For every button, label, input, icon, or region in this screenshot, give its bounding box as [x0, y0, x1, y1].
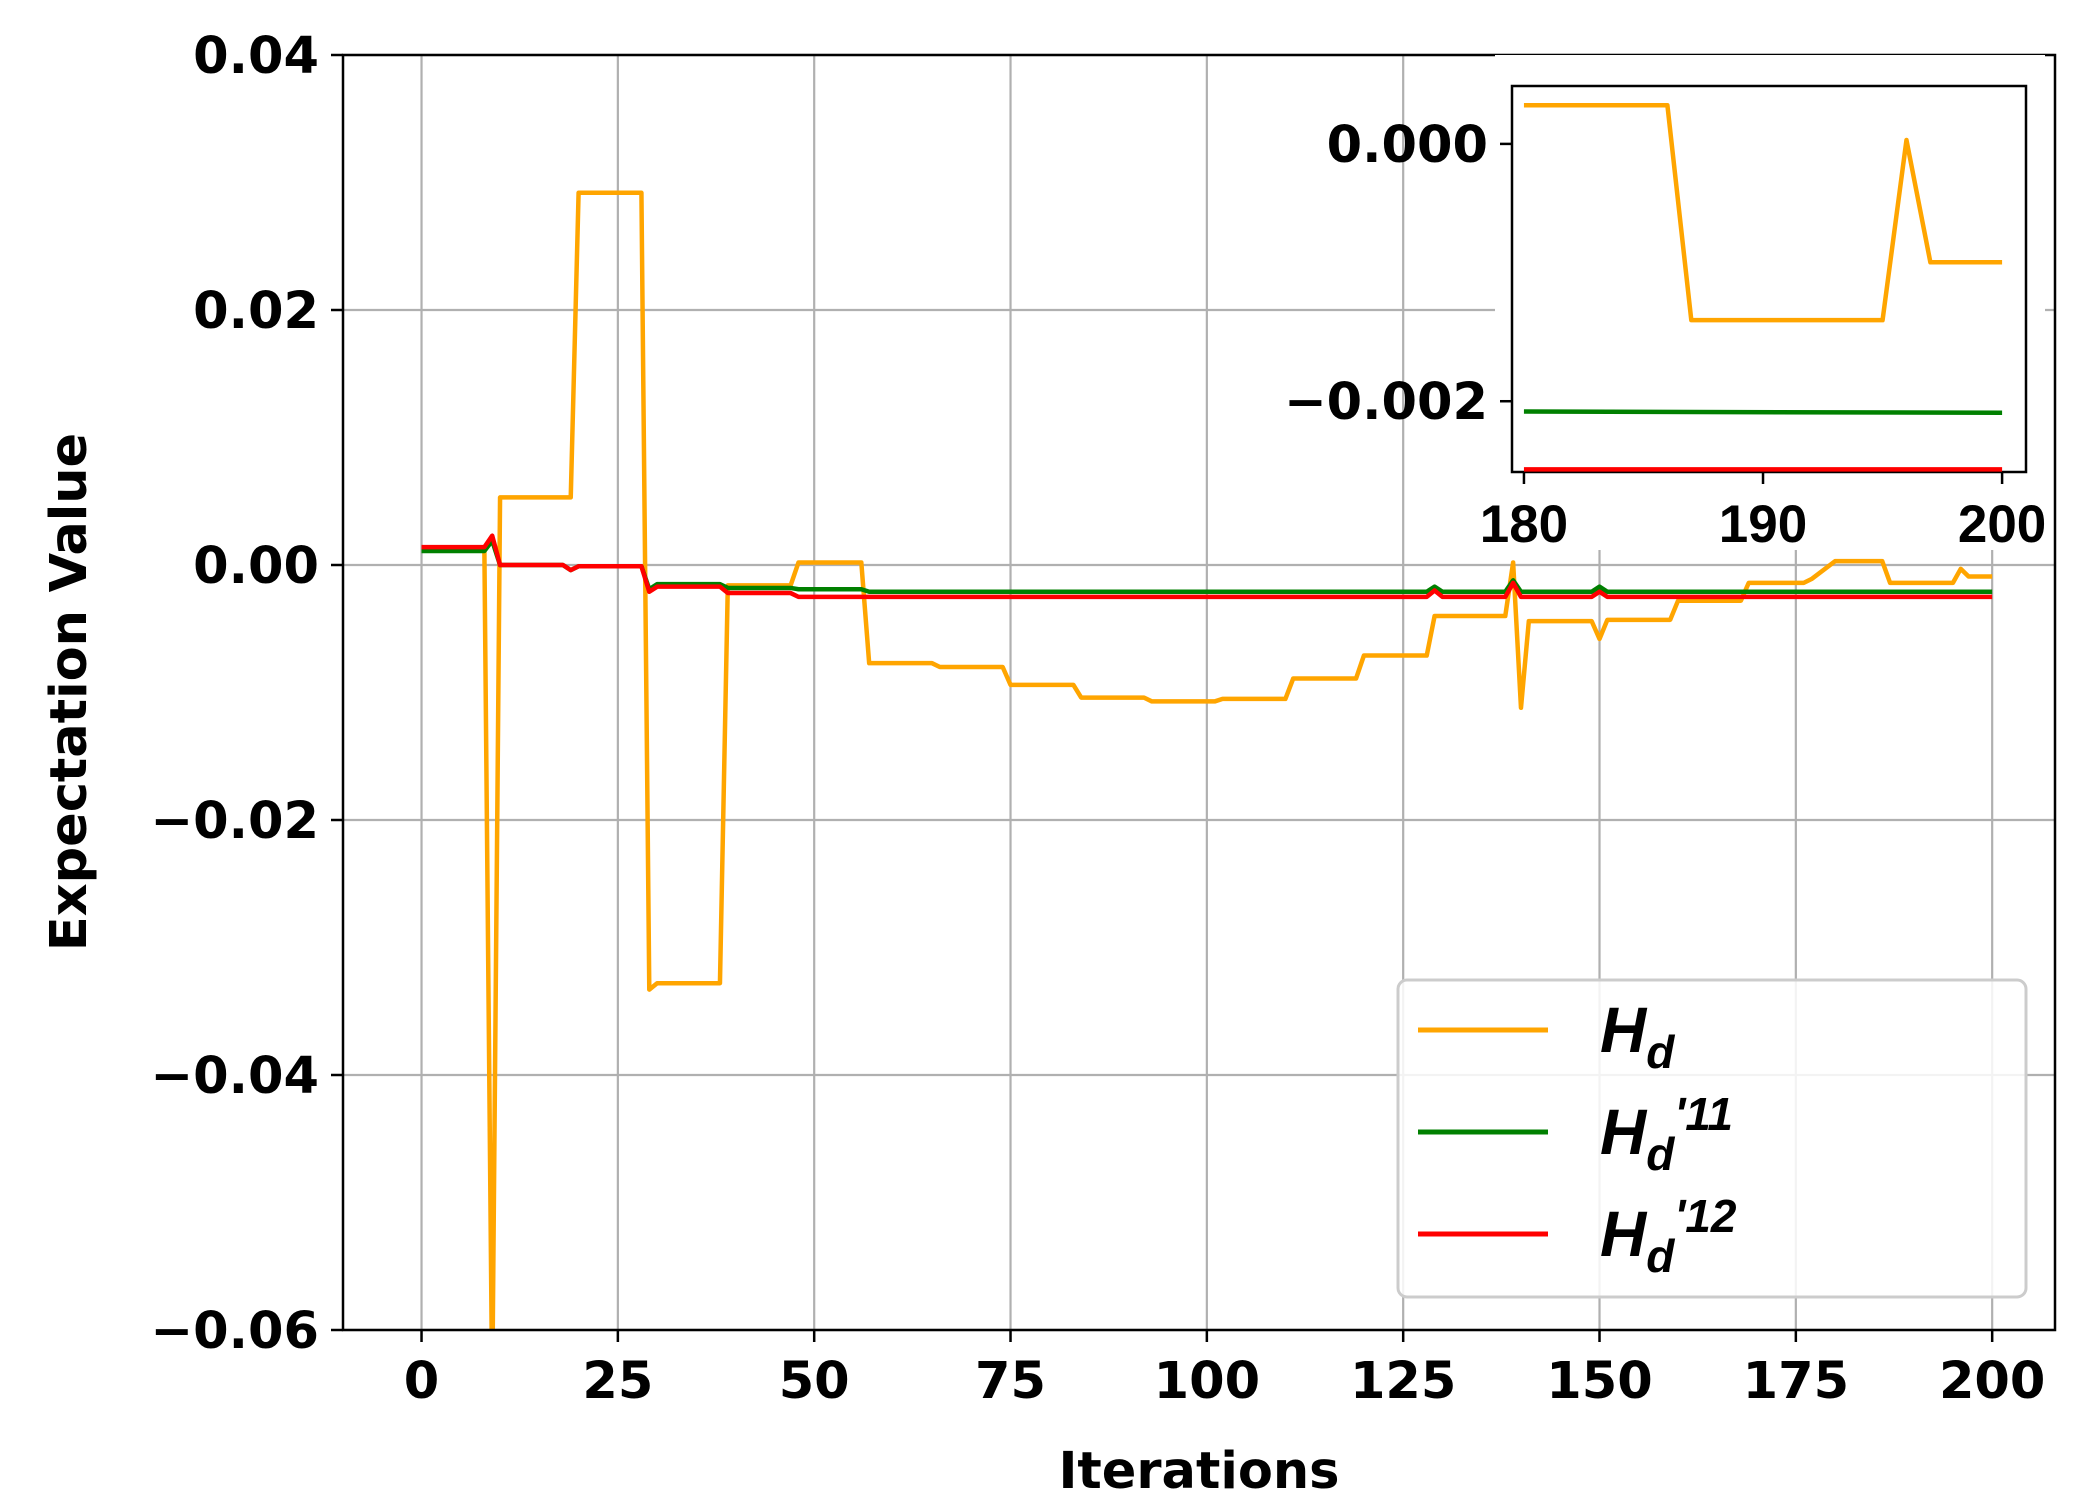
inset-background [1495, 55, 2045, 550]
inset-x-tick-label: 180 [1480, 495, 1568, 554]
inset-plot: 180 190 200 0.000 −0.002 [1284, 55, 2046, 554]
x-tick-label: 0 [404, 1352, 440, 1411]
y-tick-label: −0.02 [150, 792, 319, 851]
legend-label-h-d: Hd [1600, 994, 1675, 1078]
inset-frame [1510, 84, 2028, 474]
x-tick-label: 175 [1743, 1352, 1849, 1411]
series-line-h-d [421, 190, 1993, 1330]
y-tick-label: −0.06 [150, 1302, 319, 1361]
y-tick-label: 0.00 [193, 537, 319, 596]
main-series-group [421, 190, 1993, 1330]
inset-y-tick-label: −0.002 [1284, 373, 1488, 432]
inset-x-tick-label: 200 [1958, 495, 2046, 554]
legend-label-h-d-11: Hd'11 [1600, 1088, 1733, 1180]
inset-series-line-h-d [1523, 103, 2003, 323]
main-plot-frame [341, 53, 2057, 1332]
inset-series-group [1523, 103, 2003, 472]
y-tick-label: 0.04 [193, 27, 319, 86]
series-line-h-d-12 [421, 533, 1993, 600]
legend-box [1396, 978, 2028, 1299]
x-tick-label: 50 [779, 1352, 850, 1411]
y-tick-label: −0.04 [150, 1047, 319, 1106]
y-tick-label: 0.02 [193, 282, 319, 341]
inset-x-tick-label: 190 [1719, 495, 1807, 554]
x-tick-label: 25 [582, 1352, 653, 1411]
inset-y-tick-label: 0.000 [1327, 116, 1488, 175]
main-ticks: 0 25 50 75 100 125 150 175 200 −0.06 −0.04 −0.02 0.0… [150, 27, 2045, 1411]
x-tick-label: 125 [1350, 1352, 1456, 1411]
y-axis-title: Expectation Value [40, 433, 99, 951]
x-tick-label: 150 [1546, 1352, 1652, 1411]
x-tick-label: 75 [975, 1352, 1046, 1411]
x-axis-title: Iterations [1058, 1442, 1339, 1501]
legend-label-h-d-12: Hd'12 [1600, 1190, 1737, 1282]
x-tick-label: 200 [1939, 1352, 2045, 1411]
inset-series-line-h-d-11 [1523, 409, 2003, 416]
inset-ticks: 180 190 200 0.000 −0.002 [1284, 116, 2046, 554]
x-tick-label: 100 [1154, 1352, 1260, 1411]
legend: Hd Hd'11 Hd'12 [1396, 978, 2028, 1299]
